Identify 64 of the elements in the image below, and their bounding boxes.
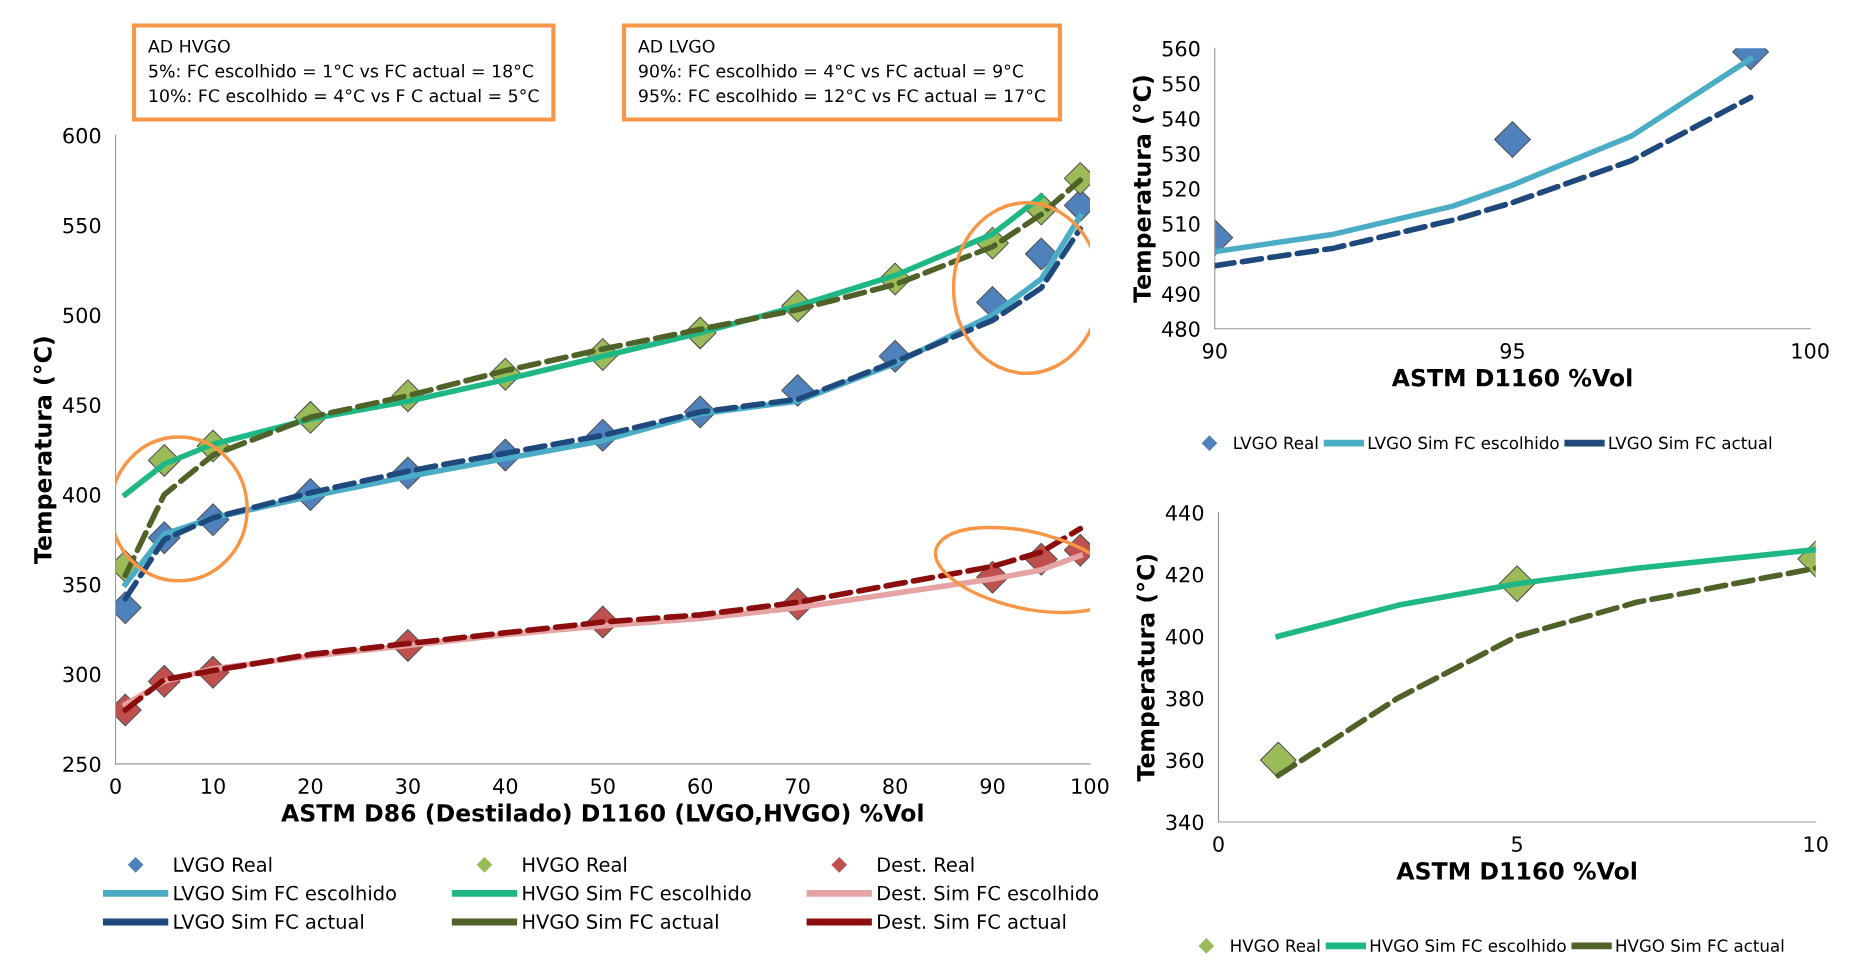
y-tick-label: 450 bbox=[62, 397, 101, 413]
y-tick-label: 500 bbox=[63, 307, 101, 324]
y-tick-label: 420 bbox=[1165, 566, 1204, 583]
x-axis-title: ASTM D1160 %Vol bbox=[1391, 368, 1632, 387]
x-tick-label: 50 bbox=[591, 778, 615, 794]
x-tick-label: 5 bbox=[1512, 836, 1522, 852]
legend-label: LVGO Sim FC actual bbox=[1609, 436, 1772, 450]
y-tick-label: 440 bbox=[1165, 504, 1204, 521]
y-tick-label: 250 bbox=[63, 756, 101, 773]
x-tick-label: 80 bbox=[883, 778, 907, 794]
y-tick-label: 350 bbox=[63, 576, 101, 593]
y-tick-label: 600 bbox=[63, 127, 101, 144]
legend-label: LVGO Real bbox=[174, 856, 272, 872]
y-tick-label: 360 bbox=[1166, 752, 1204, 769]
x-axis-title: ASTM D1160 %Vol bbox=[1396, 861, 1636, 880]
legend-label: LVGO Sim FC escolhido bbox=[174, 885, 396, 901]
legend-label: LVGO Sim FC escolhido bbox=[1368, 436, 1559, 450]
x-tick-label: 100 bbox=[1072, 778, 1109, 794]
legend-label: Dest. Real bbox=[878, 856, 974, 872]
x-tick-label: 20 bbox=[298, 778, 323, 794]
x-tick-label: 100 bbox=[1792, 343, 1829, 359]
x-tick-label: 60 bbox=[688, 778, 713, 794]
y-axis-title: Temperatura (°C) bbox=[1132, 76, 1156, 303]
y-tick-label: 340 bbox=[1166, 814, 1204, 831]
y-tick-label: 400 bbox=[1165, 628, 1204, 645]
x-tick-label: 0 bbox=[1213, 836, 1224, 852]
legend-label: Dest. Sim FC actual bbox=[878, 913, 1066, 929]
x-tick-label: 30 bbox=[396, 778, 420, 794]
y-tick-label: 550 bbox=[1162, 75, 1200, 92]
y-tick-label: 530 bbox=[1162, 145, 1200, 162]
legend-label: HVGO Sim FC actual bbox=[1616, 939, 1784, 952]
y-tick-label: 380 bbox=[1166, 690, 1204, 707]
text: AD LVGO 90%: FC escolhido = 4°C vs FC actual = 9°C 95%: FC escolhido = 12°C vs FC actual = 17°C bbox=[638, 39, 1046, 103]
legend-label: HVGO Real bbox=[1231, 939, 1320, 952]
y-tick-label: 300 bbox=[63, 666, 101, 683]
legend-label: HVGO Sim FC actual bbox=[523, 913, 718, 929]
x-tick-label: 70 bbox=[786, 778, 810, 794]
x-tick-label: 10 bbox=[202, 778, 225, 794]
y-tick-label: 400 bbox=[62, 487, 101, 503]
y-axis-title: Temperatura (°C) bbox=[33, 337, 57, 564]
y-tick-label: 540 bbox=[1162, 110, 1200, 127]
y-tick-label: 560 bbox=[1162, 40, 1200, 57]
x-tick-label: 10 bbox=[1804, 836, 1828, 852]
y-tick-label: 500 bbox=[1162, 251, 1200, 267]
legend-label: LVGO Sim FC actual bbox=[174, 913, 363, 929]
y-tick-label: 550 bbox=[63, 217, 101, 234]
x-tick-label: 90 bbox=[980, 778, 1005, 794]
legend-label: HVGO Sim FC escolhido bbox=[1370, 939, 1566, 952]
y-tick-label: 490 bbox=[1162, 286, 1200, 302]
x-tick-label: 0 bbox=[110, 778, 121, 794]
legend-label: HVGO Sim FC escolhido bbox=[523, 885, 751, 901]
y-tick-label: 510 bbox=[1162, 216, 1200, 232]
legend-label: Dest. Sim FC escolhido bbox=[878, 885, 1099, 901]
x-tick-label: 95 bbox=[1500, 343, 1524, 359]
y-axis-title: Temperatura (°C) bbox=[1136, 554, 1160, 782]
y-tick-label: 480 bbox=[1162, 321, 1200, 337]
x-tick-label: 40 bbox=[493, 778, 518, 794]
text: AD HVGO 5%: FC escolhido = 1°C vs FC actual = 18°C 10%: FC escolhido = 4°C vs F C actual = 5°C bbox=[148, 39, 539, 103]
y-tick-label: 520 bbox=[1162, 181, 1200, 197]
point bbox=[1024, 237, 1058, 271]
legend-label: LVGO Real bbox=[1234, 436, 1318, 450]
x-axis-title: ASTM D86 (Destilado) D1160 (LVGO,HVGO) %Vol bbox=[281, 803, 923, 825]
x-tick-label: 90 bbox=[1202, 343, 1227, 359]
legend-label: HVGO Real bbox=[523, 856, 626, 872]
